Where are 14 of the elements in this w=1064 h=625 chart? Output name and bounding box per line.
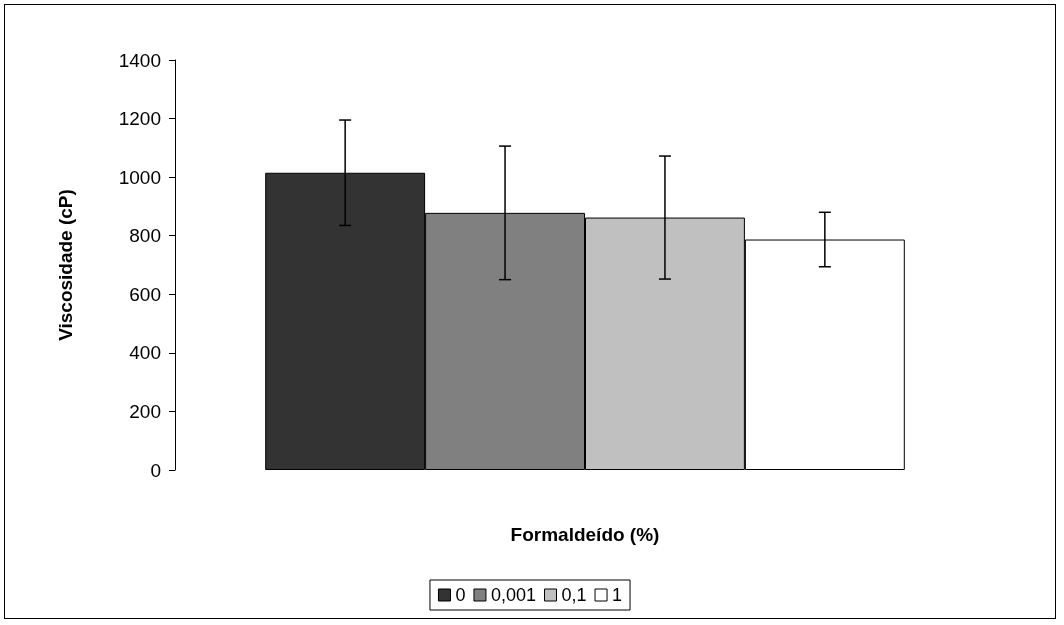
x-axis-title: Formaldeído (%): [510, 524, 660, 545]
legend-label: 0: [455, 585, 466, 605]
y-tick-label: 600: [129, 283, 161, 305]
y-tick-label: 1200: [118, 108, 161, 130]
y-tick-label: 1400: [118, 49, 161, 71]
y-tick-label: 400: [129, 342, 161, 364]
legend-label: 1: [612, 585, 623, 605]
legend-label: 0,001: [490, 585, 537, 605]
y-axis-title: Viscosidade (cP): [55, 189, 76, 341]
y-tick-label: 0: [150, 459, 161, 481]
y-tick-label: 1000: [118, 166, 161, 188]
y-tick-label: 800: [129, 225, 161, 247]
legend-label: 0,1: [561, 585, 587, 605]
y-tick-label: 200: [129, 400, 161, 422]
